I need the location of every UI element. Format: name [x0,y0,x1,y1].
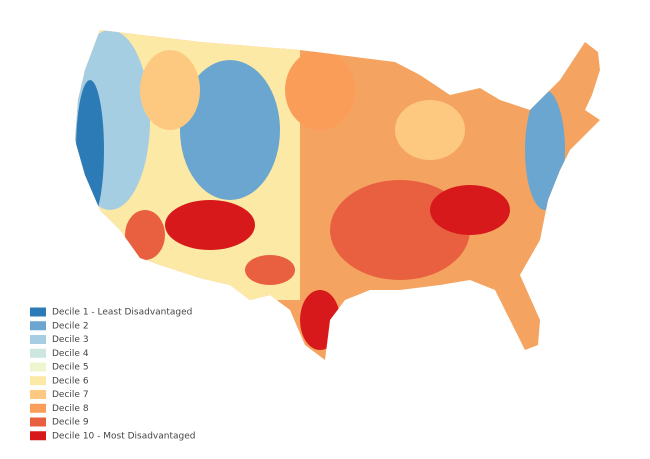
legend-swatch [30,321,46,331]
legend-label: Decile 5 [52,363,89,373]
legend-label: Decile 9 [52,418,89,428]
legend-swatch [30,376,46,386]
legend-label: Decile 2 [52,321,89,331]
map-region [180,60,280,200]
map-region [245,255,295,285]
map-region [285,50,355,130]
map-region [300,290,340,350]
legend-swatch [30,431,46,441]
map-region [165,200,255,250]
legend: Decile 1 - Least Disadvantaged Decile 2 De… [30,307,196,441]
map-region [76,80,104,220]
legend-swatch [30,348,46,358]
legend-swatch [30,417,46,427]
map-region [525,90,565,210]
legend-label: Decile 8 [52,404,89,414]
legend-label: Decile 6 [52,376,89,386]
map-region [395,100,465,160]
map-region [125,210,165,260]
legend-swatch [30,390,46,399]
legend-label: Decile 1 - Least Disadvantaged [52,308,192,318]
legend-label: Decile 7 [52,390,89,400]
legend-swatch [30,403,46,413]
map-region [140,50,200,130]
legend-label: Decile 10 - Most Disadvantaged [52,431,196,441]
legend-swatch [30,307,46,317]
map-region [430,185,510,235]
us-map [75,30,600,360]
legend-label: Decile 4 [52,349,89,359]
legend-swatch [30,335,46,344]
legend-swatch [30,362,46,372]
legend-label: Decile 3 [52,335,89,345]
